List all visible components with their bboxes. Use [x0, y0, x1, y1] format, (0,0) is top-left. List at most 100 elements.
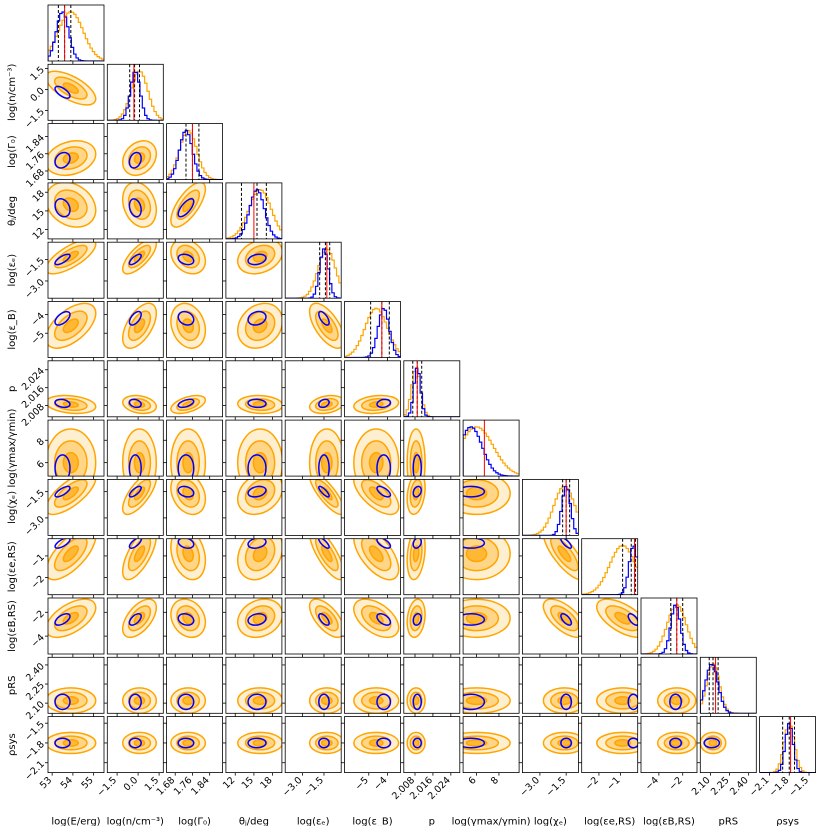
panel	[236, 598, 282, 639]
contour-blue	[54, 737, 71, 749]
contour-blue	[54, 612, 71, 626]
panel	[170, 538, 207, 581]
histogram-blue	[700, 663, 757, 714]
panel	[121, 140, 158, 177]
panel-frame	[284, 301, 342, 358]
panel	[353, 479, 400, 516]
contour-blue	[128, 151, 142, 169]
panel	[236, 538, 282, 581]
panel-frame	[344, 360, 401, 418]
contour-orange	[670, 696, 684, 706]
panel-frame	[47, 241, 105, 299]
contour-blue	[247, 612, 267, 626]
x-tick-label: 53	[38, 775, 54, 791]
histogram-orange	[48, 11, 104, 61]
histogram-blue	[522, 485, 579, 536]
contour-blue	[463, 693, 486, 711]
contour-blue	[318, 538, 330, 549]
panel	[406, 598, 426, 639]
contour-blue	[128, 310, 142, 326]
panel-frame	[284, 419, 342, 477]
panel	[48, 302, 97, 349]
panel-frame	[47, 597, 105, 655]
contour-orange	[182, 318, 195, 334]
panel-frame	[403, 538, 461, 596]
panel-frame	[106, 419, 164, 477]
x-tick-label: 1.76	[172, 775, 195, 798]
panel	[581, 538, 638, 595]
panel-frame	[284, 241, 342, 299]
x-tick-label: 54	[59, 775, 75, 791]
panel	[353, 538, 400, 581]
panel	[170, 687, 207, 714]
contour-orange	[557, 545, 572, 563]
contour-orange	[557, 696, 572, 706]
contour-blue	[54, 485, 71, 498]
contour-orange	[614, 739, 632, 747]
x-axis-label: log(Γ₀)	[178, 817, 211, 826]
contour-orange	[133, 152, 146, 164]
panel-frame	[403, 597, 461, 655]
panel-frame	[462, 597, 520, 655]
panel-frame	[581, 597, 639, 655]
panel	[463, 687, 511, 714]
panel-frame	[522, 716, 579, 773]
panel	[403, 360, 460, 417]
y-tick-label: −1.5	[23, 107, 47, 131]
y-tick-label: −5	[29, 329, 47, 347]
histogram-orange	[285, 248, 342, 299]
panel	[596, 687, 638, 714]
contour-blue	[463, 612, 486, 626]
panel-frame	[403, 656, 461, 714]
x-tick-label: 0.0	[122, 775, 140, 793]
contour-blue	[247, 737, 267, 749]
contour-blue	[669, 693, 683, 711]
panel	[353, 394, 400, 415]
x-axis-label: log(E/erg)	[51, 817, 100, 826]
y-tick-label: −1.5	[23, 488, 47, 512]
panel-frame	[166, 597, 224, 655]
panel-frame	[106, 360, 164, 418]
contour-blue	[376, 737, 392, 749]
y-axis-label: log(εB,RS)	[7, 600, 18, 652]
x-tick-label: −2	[667, 775, 685, 793]
contour-blue	[54, 85, 71, 99]
contour-blue	[177, 693, 195, 711]
panel	[48, 428, 97, 477]
panel	[170, 731, 207, 755]
contour-blue	[177, 538, 195, 549]
contour-blue	[318, 737, 330, 749]
panel	[759, 716, 816, 773]
panel-frame	[522, 478, 579, 536]
panel-frame	[106, 538, 164, 596]
panel-frame	[284, 597, 342, 655]
panel	[596, 598, 638, 639]
panel-frame	[106, 716, 164, 773]
x-tick-label: 8	[489, 775, 501, 787]
y-tick-label: −1.5	[23, 719, 47, 743]
y-axis-label: log(ε_B)	[7, 309, 18, 349]
panel	[48, 394, 97, 415]
histogram-blue	[344, 308, 401, 358]
x-axis-label: log(γmax/γmin)	[452, 817, 531, 826]
contour-blue	[177, 454, 195, 477]
contour-blue	[560, 737, 573, 749]
x-axis-label: θⱼ/deg	[239, 817, 269, 826]
panel-frame	[166, 478, 224, 536]
contour-orange	[62, 545, 80, 563]
panel-frame	[106, 301, 164, 358]
contour-blue	[318, 485, 330, 498]
y-tick-label: −2	[29, 574, 47, 592]
y-tick-label: 12	[31, 226, 47, 242]
contour-blue	[463, 737, 486, 749]
panel	[406, 731, 426, 755]
contour-blue	[318, 612, 330, 626]
panel	[353, 428, 400, 477]
y-tick-label: 8	[35, 436, 47, 448]
panel	[406, 538, 426, 581]
x-tick-label: 12	[221, 775, 237, 791]
panel	[170, 302, 207, 349]
panel-frame	[47, 360, 105, 418]
panel-frame	[403, 478, 461, 536]
x-axis-label: log(εB,RS)	[643, 817, 695, 826]
